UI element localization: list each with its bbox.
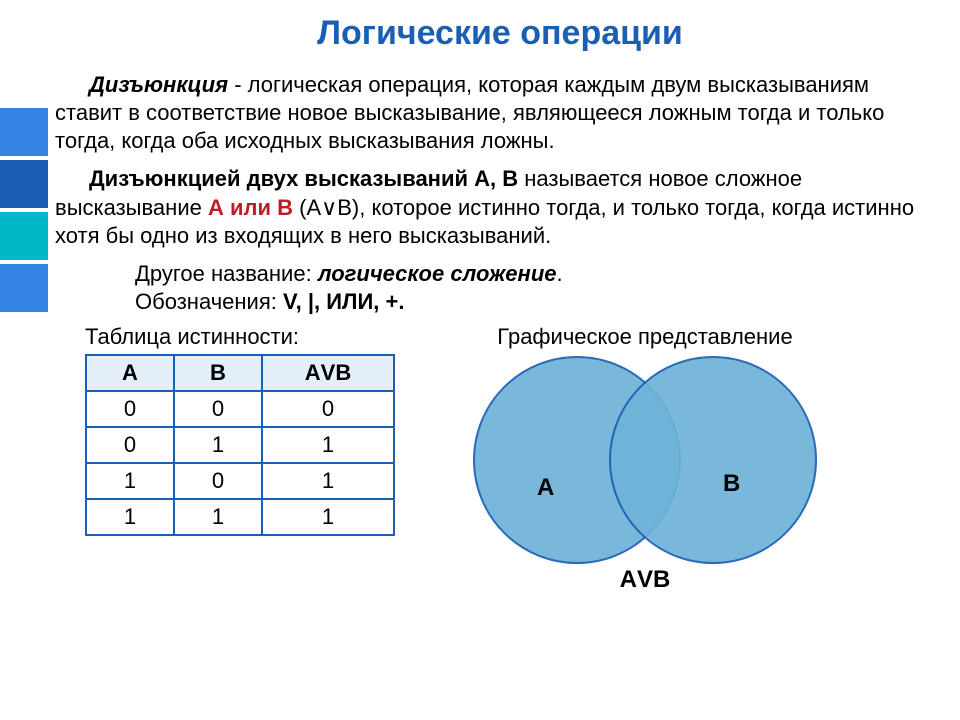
table-header-cell: АVВ [262,355,394,391]
table-cell: 1 [86,499,174,535]
table-header-cell: А [86,355,174,391]
venn-label-a: А [537,474,554,502]
alt-name-suffix: . [557,261,563,286]
para2-mid2: (А [293,195,321,220]
table-row: 000 [86,391,394,427]
table-row: 101 [86,463,394,499]
extra-info: Другое название: логическое сложение. Об… [55,260,945,316]
table-row: 111 [86,499,394,535]
table-cell: 0 [174,463,262,499]
deco-block [0,108,48,156]
truth-table-title: Таблица истинности: [85,324,395,350]
notation-line: Обозначения: V, |, ИЛИ, +. [135,288,945,316]
definition-paragraph-1: Дизъюнкция - логическая операция, котора… [55,71,945,155]
alt-name-value: логическое сложение [318,261,557,286]
venn-circle-b [609,356,817,564]
table-cell: 1 [174,499,262,535]
venn-title: Графическое представление [455,324,835,350]
venn-caption: АVВ [455,566,835,594]
deco-block [0,212,48,260]
main-content: Логические операции Дизъюнкция - логичес… [55,0,945,576]
para2-red: А или В [208,195,293,220]
table-cell: 1 [86,463,174,499]
deco-block [0,160,48,208]
alt-name-label: Другое название: [135,261,318,286]
term-lead: Дизъюнкция [89,72,228,97]
notation-value: V, |, ИЛИ, +. [283,289,405,314]
venn-block: Графическое представление А В АVВ [395,324,945,576]
venn-diagram: А В АVВ [455,356,835,576]
table-cell: 1 [262,463,394,499]
table-header-cell: В [174,355,262,391]
venn-label-b: В [723,470,740,498]
table-cell: 0 [262,391,394,427]
alt-name-line: Другое название: логическое сложение. [135,260,945,288]
table-cell: 1 [174,427,262,463]
truth-table-block: Таблица истинности: АВАVВ000011101111 [55,324,395,536]
or-symbol: ∨ [321,195,337,220]
para2-lead: Дизъюнкцией двух высказываний А, В [89,166,518,191]
table-cell: 0 [86,391,174,427]
truth-table: АВАVВ000011101111 [85,354,395,536]
deco-block [0,264,48,312]
table-cell: 0 [86,427,174,463]
table-row: 011 [86,427,394,463]
table-cell: 0 [174,391,262,427]
table-cell: 1 [262,499,394,535]
side-decoration [0,108,48,316]
lower-row: Таблица истинности: АВАVВ000011101111 Гр… [55,324,945,576]
page-title: Логические операции [55,14,945,53]
notation-label: Обозначения: [135,289,283,314]
definition-paragraph-2: Дизъюнкцией двух высказываний А, В назыв… [55,165,945,249]
table-cell: 1 [262,427,394,463]
